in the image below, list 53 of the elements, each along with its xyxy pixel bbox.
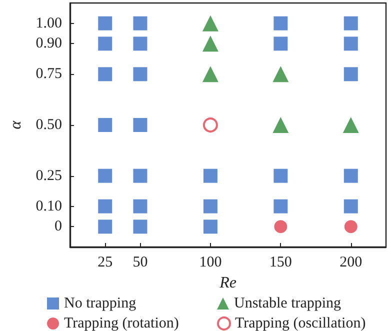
point — [344, 36, 358, 51]
point — [203, 220, 218, 234]
point — [344, 220, 358, 234]
point — [342, 117, 359, 133]
x-axis-title: Re — [218, 274, 236, 292]
point — [98, 220, 112, 234]
point — [344, 16, 358, 30]
x-tick-label: 25 — [98, 254, 113, 270]
point — [133, 16, 148, 30]
point — [202, 36, 218, 52]
point — [274, 36, 288, 51]
y-tick-label: 0.50 — [36, 117, 62, 133]
y-tick-label: 0 — [54, 218, 62, 235]
point — [344, 67, 358, 82]
y-tick-label: 0.10 — [36, 198, 62, 214]
y-tick-label: 0.90 — [36, 36, 62, 52]
point — [98, 168, 112, 183]
point — [274, 168, 288, 183]
point — [272, 66, 289, 82]
legend-label: Unstable trapping — [234, 296, 342, 312]
y-tick-label: 0.75 — [36, 66, 62, 82]
legend-label: Trapping (oscillation) — [235, 316, 366, 331]
point — [98, 36, 112, 51]
point — [274, 16, 288, 30]
x-tick-label: 150 — [269, 254, 292, 270]
point — [274, 220, 288, 234]
point — [272, 117, 289, 133]
point — [274, 199, 288, 214]
point — [202, 66, 218, 82]
point — [133, 168, 148, 183]
point — [344, 199, 358, 214]
y-tick-label: 1.00 — [36, 15, 62, 32]
point — [98, 199, 112, 214]
point — [133, 36, 148, 51]
point — [98, 67, 112, 82]
legend-label: Trapping (rotation) — [64, 316, 179, 331]
point — [202, 15, 218, 32]
point — [133, 67, 148, 82]
point — [203, 199, 218, 214]
point — [98, 118, 112, 132]
point — [344, 168, 358, 183]
legend-label: No trapping — [64, 296, 137, 312]
point — [202, 118, 218, 132]
point — [133, 220, 148, 234]
point — [203, 168, 218, 183]
x-tick-label: 100 — [199, 254, 222, 270]
y-axis-title: α — [8, 120, 24, 130]
point — [98, 16, 112, 30]
point — [133, 118, 148, 132]
x-tick-label: 200 — [340, 254, 362, 270]
x-tick-label: 50 — [132, 254, 148, 270]
point — [133, 199, 148, 214]
y-tick-label: 0.25 — [36, 168, 62, 184]
